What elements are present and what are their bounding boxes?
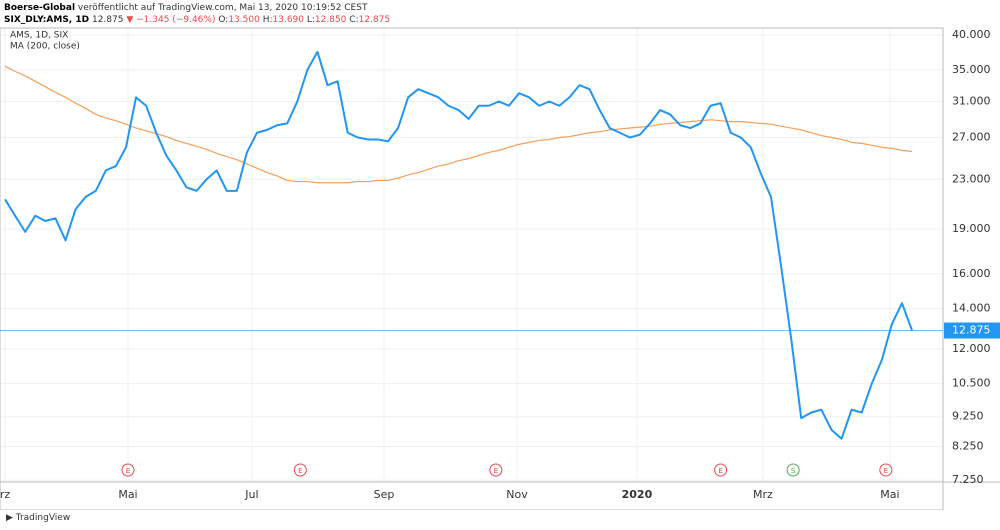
event-marker [293, 463, 307, 477]
change: ▼ −1.345 (−9.46%) [126, 15, 216, 25]
event-label: E [718, 467, 722, 475]
last: 12.875 [91, 15, 124, 25]
footer: ▶ TradingView [6, 513, 71, 523]
plot-frame [0, 27, 944, 510]
event-label: E [126, 467, 130, 475]
low: 12.850 [314, 15, 347, 25]
high: 13.690 [272, 15, 305, 25]
legend-ma: MA (200, close) [10, 42, 80, 52]
x-tick-label: rz [0, 488, 10, 501]
x-tick-label: 2020 [622, 488, 653, 501]
symbol: SIX_DLY:AMS, 1D [4, 15, 90, 25]
event-marker [489, 463, 503, 477]
high-label: H: [262, 15, 273, 25]
open: 13.500 [228, 15, 260, 25]
y-tick-label: 8.250 [952, 440, 984, 453]
last-price-box [944, 322, 1000, 339]
y-tick-label: 19.000 [952, 222, 991, 235]
event-label: E [884, 467, 888, 475]
last-price-label: 12.875 [952, 324, 991, 337]
close-label: C: [349, 15, 359, 25]
event-label: E [298, 467, 302, 475]
event-marker [879, 463, 893, 477]
x-tick-label: Jul [244, 488, 258, 501]
y-tick-label: 9.250 [952, 410, 984, 423]
close: 12.875 [358, 15, 391, 25]
y-tick-label: 14.000 [952, 302, 991, 315]
y-tick-label: 10.500 [952, 377, 991, 390]
x-tick-label: Mai [118, 488, 137, 501]
y-tick-label: 7.250 [952, 473, 984, 486]
x-tick-label: Nov [506, 488, 528, 501]
x-tick-label: Mai [880, 488, 899, 501]
y-tick-label: 12.000 [952, 342, 991, 355]
event-marker [786, 463, 800, 477]
event-marker [121, 463, 135, 477]
footer-brand: TradingView [15, 513, 71, 523]
header: Boerse-Global veröffentlicht auf Trading… [4, 2, 390, 26]
legend-main: AMS, 1D, SIX [10, 31, 68, 41]
event-label: S [791, 467, 796, 475]
y-tick-label: 16.000 [952, 267, 991, 280]
series-line [4, 50, 913, 440]
low-label: L: [306, 15, 315, 25]
y-tick-label: 31.000 [952, 95, 991, 108]
author: Boerse-Global [4, 3, 76, 13]
y-tick-label: 40.000 [952, 28, 991, 41]
event-label: E [494, 467, 498, 475]
event-marker [714, 463, 728, 477]
chart: AMS, 1D, SIX MA (200, close) 40.000 35.00… [0, 27, 1000, 510]
y-tick-label: 23.000 [952, 172, 991, 185]
y-tick-label: 27.000 [952, 131, 991, 144]
x-tick-label: Sep [374, 488, 395, 501]
series-line [4, 65, 913, 184]
y-tick-label: 35.000 [952, 63, 991, 76]
x-tick-label: Mrz [753, 488, 773, 501]
open-label: O: [218, 15, 229, 25]
published: veröffentlicht auf TradingView.com, Mai … [77, 3, 368, 13]
